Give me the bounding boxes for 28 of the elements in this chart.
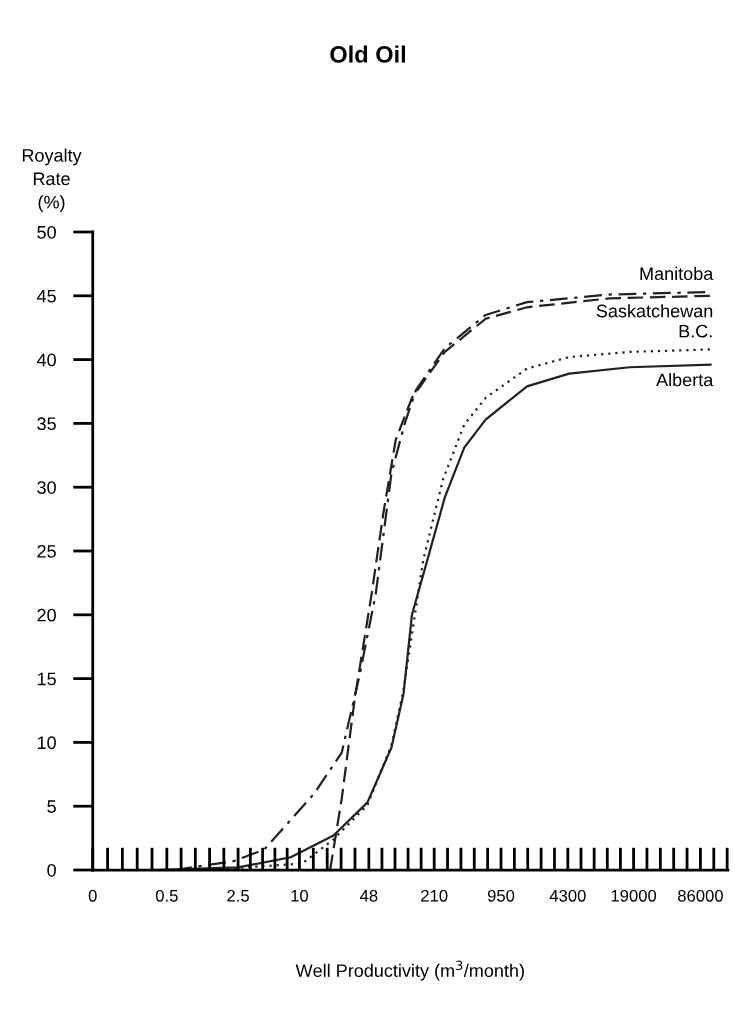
x-tick-label: 86000 [677, 889, 723, 902]
series-label: B.C. [679, 324, 712, 338]
series-label: Alberta [656, 373, 714, 387]
x-tick-label: 950 [487, 889, 515, 902]
series-label: Saskatchewan [596, 304, 713, 318]
y-tick-label: 0 [47, 863, 56, 877]
x-tick-label: 2.5 [227, 889, 249, 902]
y-tick-label: 45 [36, 289, 56, 303]
y-tick-label: 40 [36, 353, 56, 367]
x-tick-label: 10 [291, 889, 309, 902]
y-tick-label: 50 [37, 225, 56, 239]
y-tick-label: 30 [37, 481, 56, 494]
y-tick-label: 25 [37, 544, 56, 558]
y-tick-label: 15 [37, 672, 56, 686]
x-axis-title: Well Productivity (m$^{3}$/month) [295, 960, 524, 981]
y-tick-label: 20 [37, 608, 56, 622]
x-tick-label: 0.5 [155, 889, 178, 902]
series-label: Manitoba [640, 266, 714, 281]
x-tick-label: 4300 [549, 889, 586, 902]
x-tick-label: 48 [359, 889, 378, 902]
y-axis-title: Royalty Rate (%) [22, 148, 82, 213]
x-tick-label: 0 [88, 889, 97, 902]
y-tick-label: 35 [37, 417, 56, 431]
x-tick-label: 19000 [611, 889, 657, 902]
y-tick-label: 5 [47, 800, 56, 813]
y-tick-label: 10 [37, 736, 56, 750]
x-tick-label: 210 [421, 889, 448, 902]
chart-title: Old Oil [330, 45, 406, 63]
